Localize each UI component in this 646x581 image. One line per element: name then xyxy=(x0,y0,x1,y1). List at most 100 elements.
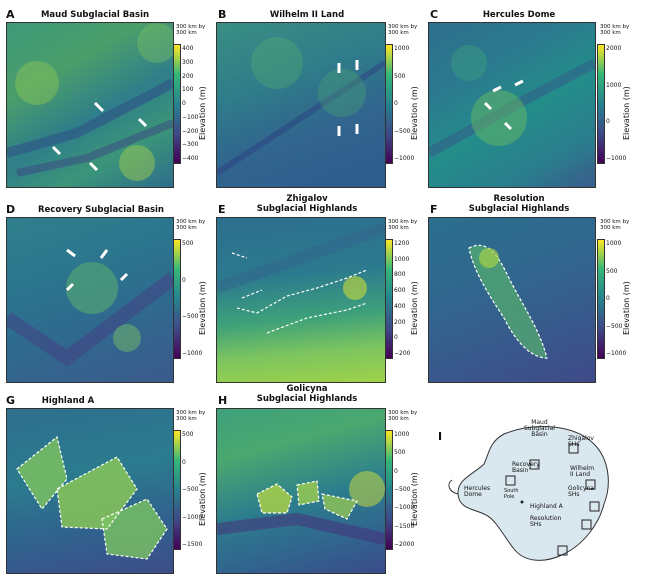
colorbar-tick: 500 xyxy=(394,72,406,80)
colorbar-tick: 200 xyxy=(394,318,406,326)
panel-h-colorbar xyxy=(385,430,393,550)
colorbar-tick: −1000 xyxy=(606,155,627,162)
panel-h-scale-note: 300 km by 300 km xyxy=(388,410,418,422)
panel-b: B Wilhelm II Land 300 km by 300 km Elevat… xyxy=(212,0,424,195)
colorbar-tick: 0 xyxy=(606,295,610,302)
colorbar-tick: −1000 xyxy=(394,504,415,512)
colorbar-tick: 600 xyxy=(394,287,406,295)
panel-h-title: Golicyna Subglacial Highlands xyxy=(256,384,358,404)
panel-f: F Resolution Subglacial Highlands 300 km … xyxy=(424,194,646,390)
colorbar-tick: −100 xyxy=(182,113,199,121)
colorbar-tick: −1000 xyxy=(182,513,203,521)
panel-c-axis-label: Elevation (m) xyxy=(622,86,631,140)
label-maud: Maud Subglacial Basin xyxy=(524,419,555,438)
colorbar-tick: 400 xyxy=(182,45,194,52)
colorbar-tick: 500 xyxy=(606,267,618,275)
panel-d-map xyxy=(6,217,174,383)
colorbar-tick: −1000 xyxy=(394,155,415,162)
colorbar-tick: 0 xyxy=(394,100,398,107)
panel-h: H Golicyna Subglacial Highlands 300 km by… xyxy=(212,384,424,581)
colorbar-tick: −1500 xyxy=(394,522,415,530)
panel-e-letter: E xyxy=(218,203,226,216)
panel-i: I Maud Subglacial Basin Zhigalov SHs Recove… xyxy=(424,390,646,581)
colorbar-tick: −500 xyxy=(182,486,199,493)
label-highland-a: Highland A xyxy=(530,503,563,510)
colorbar-tick: 300 xyxy=(182,58,194,66)
colorbar-tick: 100 xyxy=(182,86,194,94)
panel-d-scale-note: 300 km by 300 km xyxy=(176,219,206,231)
panel-a-letter: A xyxy=(6,8,15,21)
colorbar-tick: −200 xyxy=(394,350,411,357)
panel-f-scale-note: 300 km by 300 km xyxy=(600,219,630,231)
panel-b-map xyxy=(216,22,386,188)
colorbar-tick: −1000 xyxy=(606,350,627,357)
arrow-icon xyxy=(93,101,105,113)
panel-h-letter: H xyxy=(218,394,228,407)
label-wilhelm: Wilhelm II Land xyxy=(570,465,595,478)
colorbar-tick: −300 xyxy=(182,141,199,149)
colorbar-tick: 2000 xyxy=(606,45,622,52)
panel-f-colorbar xyxy=(597,239,605,359)
colorbar-tick: 0 xyxy=(394,467,398,475)
panel-a-axis-label: Elevation (m) xyxy=(198,86,207,140)
colorbar-tick: 1000 xyxy=(394,255,410,263)
panel-e-colorbar xyxy=(385,239,393,359)
panel-a-scale-note: 300 km by 300 km xyxy=(176,24,206,36)
colorbar-tick: −2000 xyxy=(394,541,415,548)
colorbar-tick: 0 xyxy=(182,276,186,284)
panel-f-axis-label: Elevation (m) xyxy=(622,281,631,335)
panel-f-letter: F xyxy=(430,203,438,216)
panel-b-axis-label: Elevation (m) xyxy=(410,86,419,140)
label-south-pole: South Pole xyxy=(504,488,519,500)
panel-d-colorbar xyxy=(173,239,181,359)
colorbar-tick: −200 xyxy=(182,127,199,135)
colorbar-tick: 0 xyxy=(394,334,398,342)
panel-c-colorbar xyxy=(597,44,605,164)
colorbar-tick: −500 xyxy=(606,322,623,330)
panel-a: A Maud Subglacial Basin 300 km by 300 km … xyxy=(0,0,212,195)
panel-c-map xyxy=(428,22,596,188)
colorbar-tick: 0 xyxy=(182,100,186,107)
panel-h-map xyxy=(216,408,386,574)
panel-a-colorbar xyxy=(173,44,181,164)
colorbar-tick: 800 xyxy=(394,271,406,279)
label-recovery: Recovery Basin xyxy=(512,461,540,474)
colorbar-tick: 1000 xyxy=(394,431,410,438)
panel-e-scale-note: 300 km by 300 km xyxy=(388,219,418,231)
panel-i-letter: I xyxy=(438,430,443,443)
panel-e-map xyxy=(216,217,386,383)
panel-d-title: Recovery Subglacial Basin xyxy=(38,205,164,215)
panel-f-map xyxy=(428,217,596,383)
colorbar-tick: −400 xyxy=(182,155,199,162)
panel-g: G Highland A 300 km by 300 km Elevation (… xyxy=(0,390,212,581)
panel-g-letter: G xyxy=(6,394,16,407)
colorbar-tick: −1500 xyxy=(182,541,203,548)
colorbar-tick: −500 xyxy=(182,313,199,321)
panel-c-letter: C xyxy=(430,8,439,21)
colorbar-tick: 1000 xyxy=(606,81,622,89)
label-resolution: Resolution SHs xyxy=(530,515,562,528)
colorbar-tick: 1000 xyxy=(394,45,410,52)
colorbar-tick: −500 xyxy=(394,127,411,135)
panel-d: D Recovery Subglacial Basin 300 km by 300… xyxy=(0,195,212,390)
colorbar-tick: −500 xyxy=(394,486,411,493)
colorbar-tick: 1000 xyxy=(606,240,622,247)
antarctica-map xyxy=(448,426,609,561)
panel-b-scale-note: 300 km by 300 km xyxy=(388,24,418,36)
panel-e-title: Zhigalov Subglacial Highlands xyxy=(256,194,358,214)
panel-c: C Hercules Dome 300 km by 300 km Elevatio… xyxy=(424,0,646,195)
panel-c-title: Hercules Dome xyxy=(482,10,556,20)
panel-a-map xyxy=(6,22,174,188)
colorbar-tick: −1000 xyxy=(182,350,203,357)
panel-g-map xyxy=(6,408,174,574)
panel-e: E Zhigalov Subglacial Highlands 300 km by… xyxy=(212,194,424,390)
colorbar-tick: 400 xyxy=(394,302,406,310)
panel-b-colorbar xyxy=(385,44,393,164)
panel-b-title: Wilhelm II Land xyxy=(269,10,345,20)
panel-b-letter: B xyxy=(218,8,227,21)
colorbar-tick: 0 xyxy=(182,458,186,466)
colorbar-tick: 500 xyxy=(182,431,194,438)
colorbar-tick: 500 xyxy=(394,449,406,457)
panel-g-scale-note: 300 km by 300 km xyxy=(176,410,206,422)
label-golicyna: Golicyna SHs xyxy=(568,485,594,498)
